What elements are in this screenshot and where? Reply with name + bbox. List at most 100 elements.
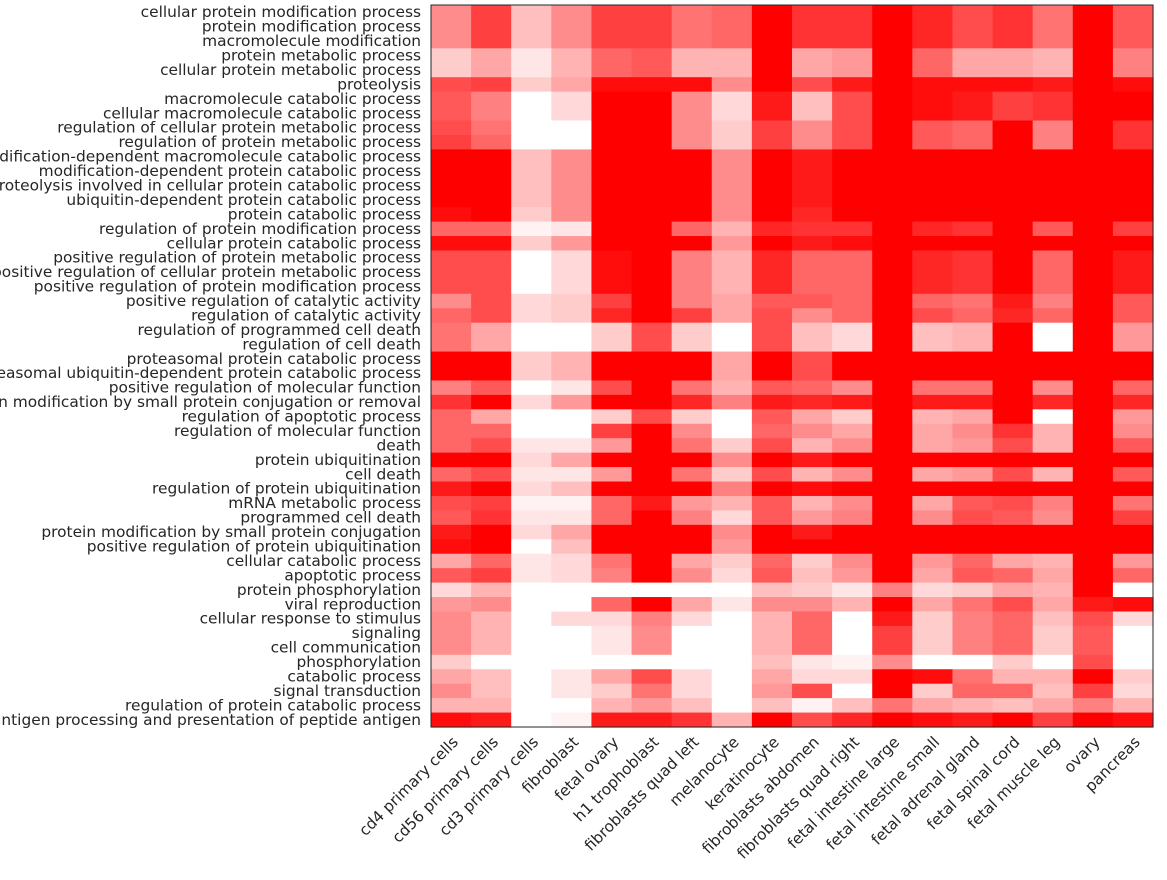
heatmap-cell bbox=[952, 337, 994, 353]
heatmap-cell bbox=[431, 149, 472, 165]
heatmap-cell bbox=[1032, 423, 1074, 439]
heatmap-cell bbox=[671, 481, 713, 497]
heatmap-cell bbox=[1032, 625, 1074, 641]
heatmap-cell bbox=[431, 337, 472, 353]
heatmap-cell bbox=[1112, 467, 1154, 483]
heatmap-cell bbox=[751, 438, 793, 454]
heatmap-cell bbox=[1112, 683, 1154, 699]
heatmap-cell bbox=[511, 510, 552, 526]
heatmap-cell bbox=[792, 250, 833, 266]
heatmap-cell bbox=[591, 423, 633, 439]
heatmap-cell bbox=[631, 120, 673, 136]
heatmap-cell bbox=[671, 423, 713, 439]
heatmap-cell bbox=[431, 683, 472, 699]
heatmap-cell bbox=[671, 510, 713, 526]
heatmap-cell bbox=[591, 510, 633, 526]
heatmap-cell bbox=[591, 149, 633, 165]
heatmap-cell bbox=[1072, 106, 1114, 122]
heatmap-cell bbox=[471, 149, 512, 165]
heatmap-cell bbox=[511, 654, 552, 670]
heatmap-cell bbox=[671, 712, 713, 728]
heatmap-cell bbox=[1032, 409, 1074, 425]
heatmap-cell bbox=[1112, 625, 1154, 641]
heatmap-cell bbox=[952, 553, 994, 569]
heatmap-cell bbox=[511, 698, 552, 714]
heatmap-cell bbox=[471, 380, 512, 396]
heatmap-cell bbox=[1112, 423, 1154, 439]
heatmap-cell bbox=[1032, 467, 1074, 483]
heatmap-cell bbox=[631, 568, 673, 584]
heatmap-cell bbox=[711, 19, 753, 35]
heatmap-cell bbox=[671, 640, 713, 656]
row-label: regulation of catalytic activity bbox=[191, 306, 421, 324]
heatmap-cell bbox=[912, 33, 954, 49]
heatmap-cell bbox=[471, 394, 512, 410]
heatmap-cell bbox=[511, 366, 552, 382]
row-label: regulation of programmed cell death bbox=[138, 321, 421, 339]
heatmap-cell bbox=[551, 91, 593, 107]
row-label: signaling bbox=[352, 624, 421, 642]
heatmap-cell bbox=[912, 91, 954, 107]
heatmap-cell bbox=[992, 683, 1034, 699]
heatmap-cell bbox=[872, 337, 913, 353]
heatmap-cell bbox=[992, 207, 1034, 223]
heatmap-cell bbox=[511, 192, 552, 208]
heatmap-cell bbox=[671, 553, 713, 569]
heatmap-cell bbox=[992, 19, 1034, 35]
heatmap-cell bbox=[431, 351, 472, 367]
heatmap-cell bbox=[511, 33, 552, 49]
heatmap-cell bbox=[671, 48, 713, 64]
heatmap-cell bbox=[671, 322, 713, 338]
heatmap-cell bbox=[872, 452, 913, 468]
row-label: proteolysis involved in cellular protein… bbox=[0, 177, 421, 195]
heatmap-cell bbox=[551, 134, 593, 150]
heatmap-cell bbox=[751, 120, 793, 136]
heatmap-cell bbox=[952, 77, 994, 93]
heatmap-cell bbox=[952, 640, 994, 656]
heatmap-cell bbox=[511, 91, 552, 107]
heatmap-cell bbox=[631, 279, 673, 295]
heatmap-cell bbox=[631, 192, 673, 208]
heatmap-cell bbox=[471, 33, 512, 49]
heatmap-cell bbox=[671, 669, 713, 685]
heatmap-cell bbox=[511, 163, 552, 179]
heatmap-cell bbox=[952, 712, 994, 728]
heatmap-cell bbox=[511, 308, 552, 324]
heatmap-cell bbox=[711, 106, 753, 122]
heatmap-cell bbox=[431, 625, 472, 641]
heatmap-cell bbox=[792, 322, 833, 338]
row-label: proteasomal ubiquitin-dependent protein … bbox=[0, 364, 421, 382]
heatmap-cell bbox=[471, 337, 512, 353]
heatmap-cell bbox=[952, 308, 994, 324]
heatmap-cell bbox=[751, 207, 793, 223]
heatmap-cell bbox=[1072, 120, 1114, 136]
heatmap-cell bbox=[992, 91, 1034, 107]
heatmap-cell bbox=[471, 77, 512, 93]
heatmap-cell bbox=[912, 510, 954, 526]
heatmap-cell bbox=[872, 524, 913, 540]
heatmap-cell bbox=[511, 712, 552, 728]
heatmap-cell bbox=[832, 409, 873, 425]
heatmap-cell bbox=[792, 221, 833, 237]
heatmap-cell bbox=[912, 423, 954, 439]
heatmap-cell bbox=[912, 19, 954, 35]
heatmap-cell bbox=[671, 250, 713, 266]
heatmap-cell bbox=[511, 120, 552, 136]
heatmap-cell bbox=[832, 5, 873, 21]
heatmap-cell bbox=[511, 207, 552, 223]
heatmap-cell bbox=[952, 409, 994, 425]
heatmap-cell bbox=[511, 77, 552, 93]
heatmap-cell bbox=[1112, 698, 1154, 714]
heatmap-cell bbox=[1112, 33, 1154, 49]
heatmap-cell bbox=[511, 625, 552, 641]
heatmap-cell bbox=[832, 611, 873, 627]
heatmap-cell bbox=[792, 33, 833, 49]
heatmap-cell bbox=[832, 640, 873, 656]
heatmap-cell bbox=[591, 366, 633, 382]
heatmap-cell bbox=[912, 669, 954, 685]
heatmap-cell bbox=[431, 423, 472, 439]
heatmap-cell bbox=[631, 293, 673, 309]
heatmap-cell bbox=[1072, 163, 1114, 179]
heatmap-cell bbox=[631, 91, 673, 107]
heatmap-cell bbox=[992, 611, 1034, 627]
